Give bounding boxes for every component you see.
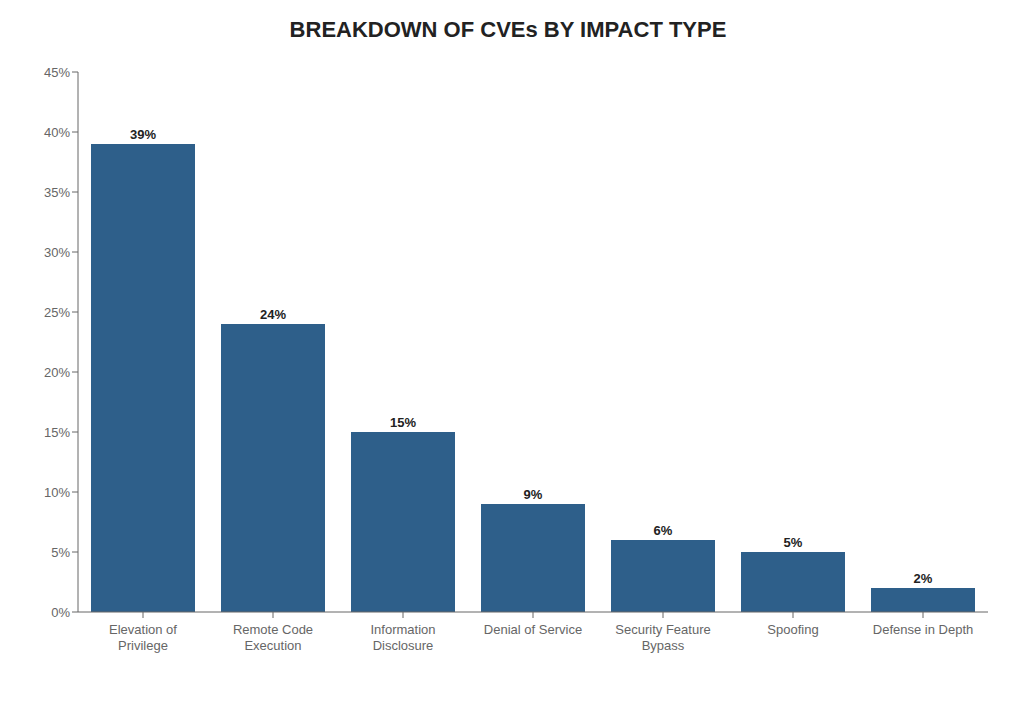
- svg-text:InformationDisclosure: InformationDisclosure: [370, 622, 435, 653]
- svg-text:10%: 10%: [44, 485, 70, 500]
- svg-text:40%: 40%: [44, 125, 70, 140]
- svg-text:Security FeatureBypass: Security FeatureBypass: [615, 622, 710, 653]
- svg-text:25%: 25%: [44, 305, 70, 320]
- svg-text:35%: 35%: [44, 185, 70, 200]
- svg-text:30%: 30%: [44, 245, 70, 260]
- svg-text:5%: 5%: [784, 535, 803, 550]
- svg-text:39%: 39%: [130, 127, 156, 142]
- html-text:BREAKDOWN OF CVEs BY IMPACT TY: BREAKDOWN OF CVEs BY IMPACT TYPE: [289, 17, 727, 42]
- svg-text:45%: 45%: [44, 65, 70, 80]
- svg-text:Defense in Depth: Defense in Depth: [873, 622, 973, 637]
- svg-text:9%: 9%: [524, 487, 543, 502]
- svg-text:15%: 15%: [44, 425, 70, 440]
- svg-text:6%: 6%: [654, 523, 673, 538]
- svg-text:Elevation ofPrivilege: Elevation ofPrivilege: [109, 622, 177, 653]
- svg-text:0%: 0%: [51, 605, 70, 620]
- svg-text:2%: 2%: [914, 571, 933, 586]
- svg-text:20%: 20%: [44, 365, 70, 380]
- svg-text:5%: 5%: [51, 545, 70, 560]
- svg-text:15%: 15%: [390, 415, 416, 430]
- svg-text:Remote CodeExecution: Remote CodeExecution: [233, 622, 313, 653]
- svg-text:Spoofing: Spoofing: [767, 622, 818, 637]
- svg-text:24%: 24%: [260, 307, 286, 322]
- svg-text:Denial of Service: Denial of Service: [484, 622, 582, 637]
